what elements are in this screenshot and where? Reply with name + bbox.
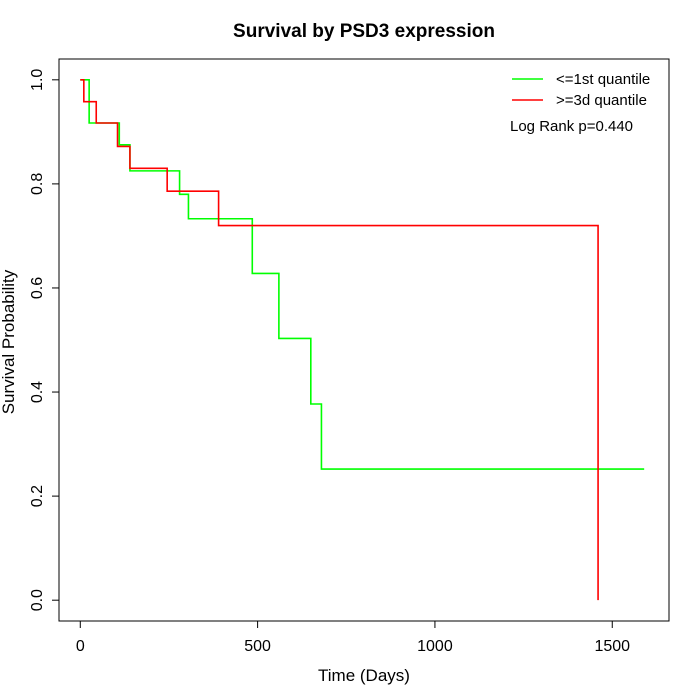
legend-label: >=3d quantile [556, 92, 647, 109]
legend-label: <=1st quantile [556, 71, 650, 88]
x-axis-label: Time (Days) [318, 666, 410, 685]
x-tick-label: 1500 [594, 638, 630, 655]
x-axis: 0 500 1000 1500 [76, 620, 630, 655]
y-tick-label: 0.8 [29, 173, 46, 195]
y-tick-label: 0.4 [29, 381, 46, 403]
y-axis: 0.0 0.2 0.4 0.6 0.8 1.0 [29, 69, 60, 611]
plot-frame [58, 58, 670, 622]
series-layer [80, 79, 645, 601]
chart-title: Survival by PSD3 expression [233, 21, 495, 42]
survival-curve-series-2 [80, 79, 599, 601]
y-tick-label: 0.0 [29, 589, 46, 611]
y-axis-label: Survival Probability [0, 269, 18, 414]
y-tick-label: 0.6 [29, 277, 46, 299]
log-rank-annotation: Log Rank p=0.440 [510, 118, 633, 135]
x-tick-label: 500 [244, 638, 271, 655]
x-tick-label: 1000 [417, 638, 453, 655]
x-tick-label: 0 [76, 638, 85, 655]
survival-curve-series-1 [80, 79, 645, 470]
y-tick-label: 0.2 [29, 485, 46, 507]
y-tick-label: 1.0 [29, 69, 46, 91]
legend: <=1st quantile >=3d quantile [512, 71, 650, 109]
